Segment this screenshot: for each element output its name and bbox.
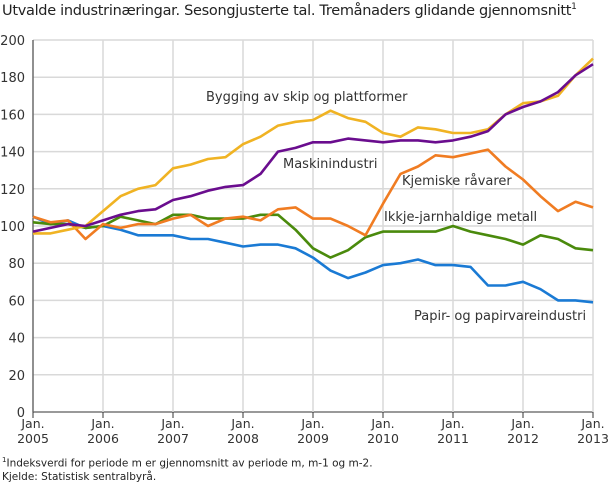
x-tick-label-month: Jan.	[160, 416, 184, 431]
y-tick-label: 60	[8, 294, 25, 309]
footnote: 1Indeksverdi for periode m er gjennomsni…	[2, 456, 373, 470]
series-line-3	[32, 213, 594, 259]
x-tick-label-year: 2011	[437, 431, 469, 446]
series-line-4	[32, 215, 594, 304]
x-tick-label-year: 2008	[227, 431, 259, 446]
x-tick-label-year: 2006	[87, 431, 119, 446]
series-line-2	[32, 148, 594, 241]
y-tick-label: 200	[0, 34, 25, 49]
series-label: Maskinindustri	[283, 157, 378, 172]
x-tick-label-year: 2012	[507, 431, 539, 446]
x-tick-label-month: Jan.	[440, 416, 464, 431]
x-tick-label-year: 2010	[367, 431, 399, 446]
y-tick-label: 120	[0, 183, 25, 198]
y-tick-label: 180	[0, 71, 25, 86]
x-tick-label-year: 2009	[297, 431, 329, 446]
y-tick-label: 140	[0, 146, 25, 161]
y-tick-label: 40	[8, 332, 25, 347]
y-tick-label: 100	[0, 220, 25, 235]
source-note: Kjelde: Statistisk sentralbyrå.	[2, 471, 157, 483]
x-tick-label-month: Jan.	[580, 416, 604, 431]
y-tick-label: 0	[17, 406, 25, 421]
x-tick-label-month: Jan.	[90, 416, 114, 431]
x-tick-label-month: Jan.	[510, 416, 534, 431]
series-label: Papir- og papirvareindustri	[414, 309, 586, 324]
y-tick-label: 20	[8, 369, 25, 384]
x-tick-label-month: Jan.	[370, 416, 394, 431]
x-tick-label-month: Jan.	[20, 416, 44, 431]
series-label: Kjemiske råvarer	[402, 174, 512, 189]
y-tick-label: 160	[0, 108, 25, 123]
y-tick-label: 80	[8, 257, 25, 272]
x-tick-label-month: Jan.	[300, 416, 324, 431]
x-tick-label-month: Jan.	[230, 416, 254, 431]
x-tick-label-year: 2007	[157, 431, 189, 446]
x-tick-label-year: 2005	[17, 431, 49, 446]
chart-title: Utvalde industrinæringar. Sesongjusterte…	[2, 2, 577, 19]
series-label: Bygging av skip og plattformer	[206, 90, 408, 105]
x-tick-label-year: 2013	[577, 431, 609, 446]
series-label: Ikkje-jarnhaldige metall	[384, 210, 537, 225]
series-line-1	[32, 63, 594, 233]
